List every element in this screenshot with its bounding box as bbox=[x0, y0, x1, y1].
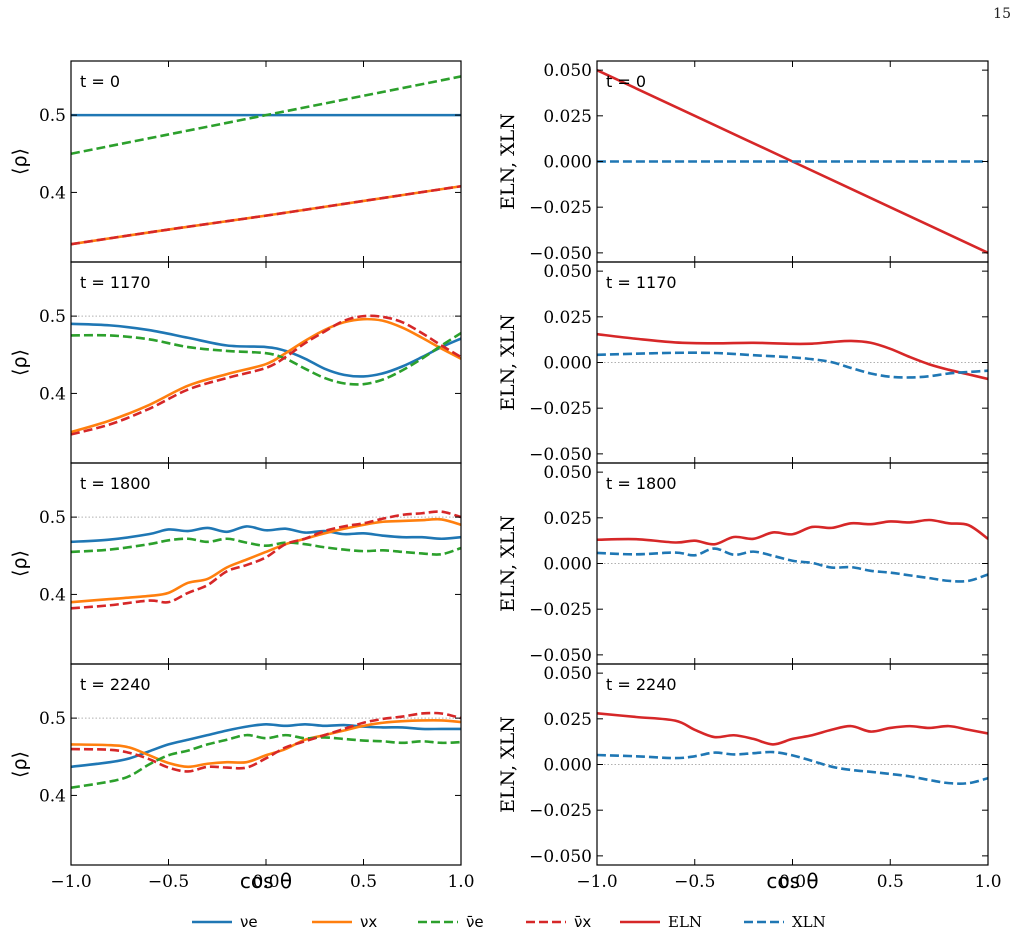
page-number: 15 bbox=[993, 6, 1011, 22]
series-ν̄x bbox=[71, 711, 461, 773]
series-XLN bbox=[597, 750, 988, 785]
y-axis-label: ⟨ρ⟩ bbox=[9, 550, 31, 577]
panel-1-1: t = 1170 −0.050 −0.025 0.000 0.025 0.050 ELN, … bbox=[497, 261, 989, 465]
x-tick-label: 0.0 bbox=[252, 872, 279, 892]
axes-frame bbox=[596, 462, 989, 665]
time-annotation: t = 0 bbox=[80, 72, 120, 91]
legend-label: XLN bbox=[792, 913, 826, 931]
y-tick-label: 0.000 bbox=[543, 756, 592, 776]
y-tick-label: 0.5 bbox=[39, 307, 66, 327]
time-annotation: t = 1170 bbox=[80, 273, 151, 292]
time-annotation: t = 1800 bbox=[606, 474, 677, 493]
y-tick-label: 0.050 bbox=[543, 463, 592, 483]
x-tick-label: 0.5 bbox=[350, 872, 377, 892]
y-tick-label: −0.025 bbox=[529, 198, 592, 218]
legend: νe νx ν̄e ν̄x ELN XLN bbox=[192, 913, 826, 931]
y-tick-label: 0.050 bbox=[543, 664, 592, 684]
series-XLN bbox=[597, 547, 988, 583]
series-νe bbox=[71, 525, 461, 544]
x-tick-label: −0.5 bbox=[148, 872, 189, 892]
y-axis-label: ELN, XLN bbox=[497, 314, 519, 411]
y-tick-label: −0.025 bbox=[529, 399, 592, 419]
time-annotation: t = 1170 bbox=[606, 273, 677, 292]
y-axis-label: ⟨ρ⟩ bbox=[9, 751, 31, 778]
series-ν̄e bbox=[71, 537, 461, 556]
x-tick-label: 0.0 bbox=[779, 872, 806, 892]
series-ν̄e bbox=[71, 332, 461, 386]
y-tick-label: 0.050 bbox=[543, 262, 592, 282]
y-tick-label: 0.000 bbox=[543, 354, 592, 374]
x-tick-label: −1.0 bbox=[50, 872, 91, 892]
y-tick-label: 0.000 bbox=[543, 153, 592, 173]
legend-label: ELN bbox=[668, 913, 702, 931]
y-axis-label: ELN, XLN bbox=[497, 515, 519, 612]
series-ν̄x bbox=[71, 510, 461, 610]
axes-frame bbox=[70, 462, 462, 665]
series-νe bbox=[71, 722, 461, 769]
y-tick-label: 0.4 bbox=[39, 585, 66, 605]
y-tick-label: 0.5 bbox=[39, 508, 66, 528]
y-tick-label: 0.025 bbox=[543, 107, 592, 127]
time-annotation: t = 2240 bbox=[80, 675, 151, 694]
y-tick-label: −0.050 bbox=[529, 646, 592, 666]
y-tick-label: −0.025 bbox=[529, 801, 592, 821]
y-tick-label: 0.025 bbox=[543, 710, 592, 730]
panel-2-1: t = 1800 −0.050 −0.025 0.000 0.025 0.050 ELN, … bbox=[497, 462, 989, 666]
x-tick-label: 1.0 bbox=[974, 872, 1001, 892]
legend-label: ν̄x bbox=[574, 913, 591, 931]
x-tick-label: 0.5 bbox=[877, 872, 904, 892]
axes-frame bbox=[596, 663, 989, 866]
x-tick-label: −1.0 bbox=[576, 872, 617, 892]
panel-3-1: t = 2240 −0.050 −0.025 0.000 0.025 0.050 −1.0 −… bbox=[497, 663, 1002, 892]
y-tick-label: 0.5 bbox=[39, 106, 66, 126]
y-tick-label: 0.5 bbox=[39, 709, 66, 729]
panel-3-0: t = 2240 0.4 0.5 −1.0 −0.5 0.0 0.5 1.0 ⟨ρ⟩ bbox=[9, 663, 475, 892]
series-ν̄e bbox=[71, 75, 461, 156]
series-ν̄x bbox=[71, 184, 461, 246]
legend-label: νx bbox=[360, 913, 377, 931]
x-axis-label: cos θ bbox=[766, 869, 818, 893]
y-tick-label: 0.4 bbox=[39, 786, 66, 806]
legend-label: ν̄e bbox=[466, 913, 484, 931]
panel-1-0: t = 1170 0.4 0.5 ⟨ρ⟩ bbox=[9, 261, 462, 464]
y-tick-label: −0.050 bbox=[529, 847, 592, 867]
legend-label: νe bbox=[240, 913, 258, 931]
y-tick-label: 0.025 bbox=[543, 308, 592, 328]
axes-frame bbox=[596, 261, 989, 464]
series-ELN bbox=[597, 518, 988, 546]
axes-frame bbox=[70, 60, 462, 263]
panel-2-0: t = 1800 0.4 0.5 ⟨ρ⟩ bbox=[9, 462, 462, 665]
series-ELN bbox=[597, 332, 988, 381]
y-axis-label: ⟨ρ⟩ bbox=[9, 148, 31, 175]
y-tick-label: 0.4 bbox=[39, 183, 66, 203]
y-tick-label: −0.050 bbox=[529, 445, 592, 465]
series-XLN bbox=[597, 351, 988, 379]
axes-frame bbox=[70, 663, 462, 866]
y-tick-label: −0.050 bbox=[529, 244, 592, 264]
series-ν̄x bbox=[71, 314, 461, 436]
x-tick-label: 1.0 bbox=[447, 872, 474, 892]
series-νe bbox=[71, 322, 461, 378]
x-tick-label: −0.5 bbox=[674, 872, 715, 892]
y-axis-label: ELN, XLN bbox=[497, 716, 519, 813]
panel-0-1: t = 0 −0.050 −0.025 0.000 0.025 0.050 ELN, XLN bbox=[497, 60, 989, 264]
series-νx bbox=[71, 317, 461, 434]
time-annotation: t = 1800 bbox=[80, 474, 151, 493]
y-tick-label: −0.025 bbox=[529, 600, 592, 620]
series-ν̄e bbox=[71, 733, 461, 789]
y-tick-label: 0.4 bbox=[39, 384, 66, 404]
y-tick-label: 0.050 bbox=[543, 61, 592, 81]
series-νx bbox=[71, 517, 461, 604]
y-axis-label: ELN, XLN bbox=[497, 113, 519, 210]
x-axis-label: cos θ bbox=[240, 869, 292, 893]
y-axis-label: ⟨ρ⟩ bbox=[9, 349, 31, 376]
y-tick-label: 0.025 bbox=[543, 509, 592, 529]
time-annotation: t = 2240 bbox=[606, 675, 677, 694]
panel-0-0: t = 0 0.4 0.5 ⟨ρ⟩ bbox=[9, 60, 462, 263]
series-ELN bbox=[597, 712, 988, 746]
time-annotation: t = 0 bbox=[606, 72, 646, 91]
axes-frame bbox=[70, 261, 462, 464]
y-tick-label: 0.000 bbox=[543, 555, 592, 575]
